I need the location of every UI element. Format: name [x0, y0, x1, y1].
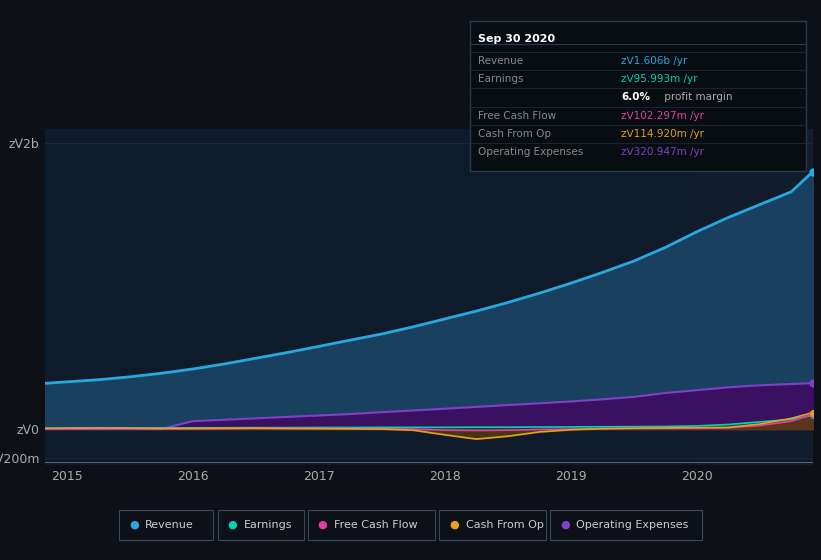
Text: zᐯ95.993m /yr: zᐯ95.993m /yr [621, 74, 698, 84]
Text: zᐯ102.297m /yr: zᐯ102.297m /yr [621, 111, 704, 121]
Text: ●: ● [227, 520, 237, 530]
Text: Operating Expenses: Operating Expenses [478, 147, 583, 157]
Text: ●: ● [449, 520, 459, 530]
Text: Revenue: Revenue [478, 55, 523, 66]
Text: Cash From Op: Cash From Op [466, 520, 544, 530]
Text: Earnings: Earnings [478, 74, 523, 84]
Text: Operating Expenses: Operating Expenses [576, 520, 689, 530]
Text: zᐯ114.920m /yr: zᐯ114.920m /yr [621, 129, 704, 139]
Text: Revenue: Revenue [145, 520, 194, 530]
Text: zᐯ1.606b /yr: zᐯ1.606b /yr [621, 55, 688, 66]
Text: zᐯ320.947m /yr: zᐯ320.947m /yr [621, 147, 704, 157]
Text: ●: ● [129, 520, 139, 530]
Text: Free Cash Flow: Free Cash Flow [334, 520, 418, 530]
Text: Cash From Op: Cash From Op [478, 129, 551, 139]
Text: ●: ● [560, 520, 570, 530]
Text: Sep 30 2020: Sep 30 2020 [478, 34, 555, 44]
Text: 6.0%: 6.0% [621, 92, 650, 102]
Text: Earnings: Earnings [244, 520, 292, 530]
Text: profit margin: profit margin [661, 92, 732, 102]
Bar [697, 129, 813, 465]
Text: ●: ● [318, 520, 328, 530]
Text: Free Cash Flow: Free Cash Flow [478, 111, 556, 121]
